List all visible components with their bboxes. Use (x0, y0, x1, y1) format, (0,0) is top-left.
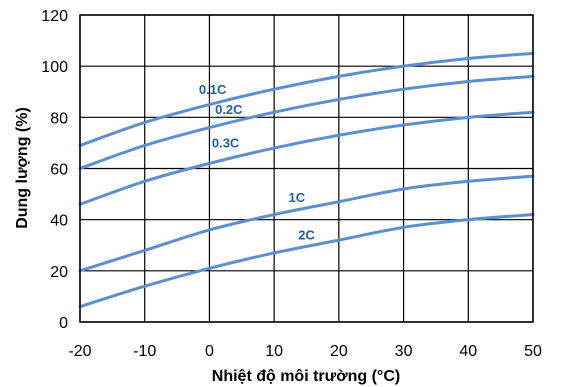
series-line-0-3c (78, 110, 535, 206)
series-line-1c (78, 174, 535, 273)
y-tick-label: 60 (50, 162, 68, 179)
y-axis-title: Dung lượng (%) (14, 107, 31, 229)
series-label-0-2c: 0.2C (215, 102, 243, 117)
series-line-0-2c (78, 74, 535, 170)
series-label-1c: 1C (288, 190, 305, 205)
y-tick-label: 40 (50, 213, 68, 230)
y-tick-labels: 0 20 40 60 80 100 120 (41, 8, 68, 332)
series-line-0-1c (78, 51, 535, 147)
y-tick-label: 120 (41, 8, 68, 25)
series-lines (78, 51, 535, 309)
y-tick-label: 100 (41, 59, 68, 76)
y-tick-label: 0 (59, 315, 68, 332)
series-labels: 0.1C 0.2C 0.3C 1C 2C (199, 82, 315, 243)
x-tick-label: -20 (68, 343, 91, 360)
plot-frame (79, 14, 534, 323)
x-axis-title: Nhiệt độ môi trường (°C) (212, 368, 400, 385)
x-tick-label: 0 (205, 343, 214, 360)
series-line-2c (78, 213, 535, 309)
y-tick-label: 80 (50, 110, 68, 127)
series-label-2c: 2C (298, 228, 315, 243)
series-label-0-3c: 0.3C (212, 136, 240, 151)
y-tick-label: 20 (50, 264, 68, 281)
x-tick-labels: -20 -10 0 10 20 30 40 50 (68, 343, 542, 360)
x-tick-label: 20 (330, 343, 348, 360)
series-label-0-1c: 0.1C (199, 82, 227, 97)
x-tick-label: 10 (265, 343, 283, 360)
x-tick-label: 50 (524, 343, 542, 360)
x-tick-label: -10 (133, 343, 156, 360)
x-tick-label: 30 (395, 343, 413, 360)
x-tick-label: 40 (459, 343, 477, 360)
